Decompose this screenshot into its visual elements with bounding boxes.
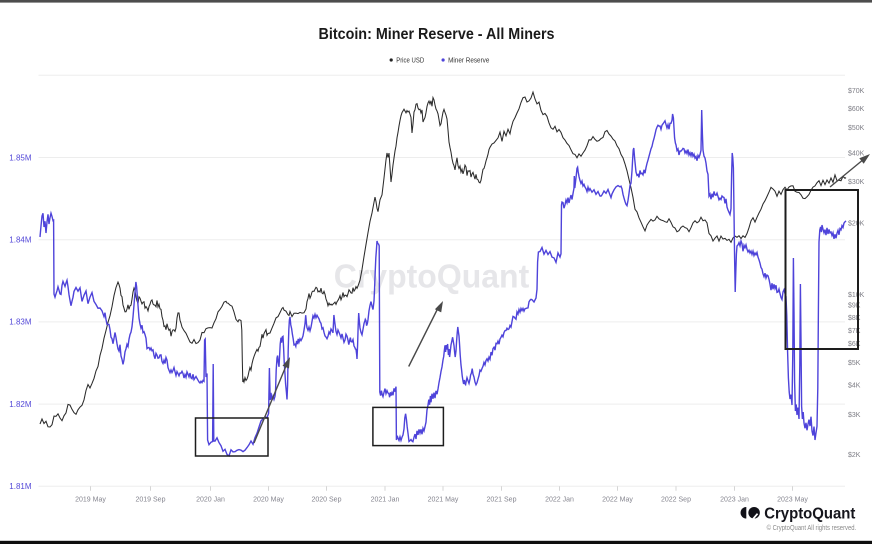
- svg-text:© CryptoQuant All rights reser: © CryptoQuant All rights reserved.: [767, 524, 857, 532]
- svg-text:$20K: $20K: [848, 221, 865, 228]
- svg-text:2020 Sep: 2020 Sep: [312, 496, 342, 503]
- svg-text:2023 Jan: 2023 Jan: [720, 496, 749, 503]
- svg-text:2020 Jan: 2020 Jan: [196, 496, 225, 503]
- svg-text:2022 May: 2022 May: [602, 496, 633, 503]
- svg-text:$2K: $2K: [848, 452, 861, 459]
- svg-text:$4K: $4K: [848, 382, 861, 389]
- svg-text:$9K: $9K: [848, 303, 861, 310]
- svg-text:$70K: $70K: [848, 88, 865, 95]
- svg-text:2020 May: 2020 May: [253, 496, 284, 503]
- svg-text:1.81M: 1.81M: [9, 482, 32, 491]
- svg-text:$3K: $3K: [848, 412, 861, 419]
- svg-text:1.84M: 1.84M: [9, 236, 32, 245]
- svg-text:$60K: $60K: [848, 106, 865, 113]
- svg-text:$7K: $7K: [848, 328, 861, 335]
- svg-text:2021 Jan: 2021 Jan: [371, 496, 400, 503]
- svg-text:2023 May: 2023 May: [777, 496, 808, 503]
- svg-text:2022 Jan: 2022 Jan: [545, 496, 574, 503]
- svg-text:2019 May: 2019 May: [75, 496, 106, 503]
- svg-text:1.82M: 1.82M: [9, 400, 32, 409]
- svg-text:$8K: $8K: [848, 315, 861, 322]
- svg-text:$50K: $50K: [848, 125, 865, 132]
- svg-text:2021 May: 2021 May: [428, 496, 459, 503]
- svg-text:2021 Sep: 2021 Sep: [487, 496, 517, 503]
- svg-text:$10K: $10K: [848, 292, 865, 299]
- svg-text:CryptoQuant: CryptoQuant: [334, 258, 530, 295]
- svg-text:2022 Sep: 2022 Sep: [661, 496, 691, 503]
- svg-text:$30K: $30K: [848, 179, 865, 186]
- svg-text:Bitcoin: Miner Reserve - All M: Bitcoin: Miner Reserve - All Miners: [319, 26, 555, 43]
- svg-text:Price USD: Price USD: [396, 55, 424, 64]
- svg-text:2019 Sep: 2019 Sep: [136, 496, 166, 503]
- svg-text:$40K: $40K: [848, 150, 865, 157]
- svg-text:1.83M: 1.83M: [9, 318, 32, 327]
- svg-text:$6K: $6K: [848, 341, 861, 348]
- svg-text:1.85M: 1.85M: [9, 153, 32, 162]
- svg-text:Miner Reserve: Miner Reserve: [448, 55, 489, 64]
- svg-text:$5K: $5K: [848, 360, 861, 367]
- svg-text:CryptoQuant: CryptoQuant: [764, 506, 856, 523]
